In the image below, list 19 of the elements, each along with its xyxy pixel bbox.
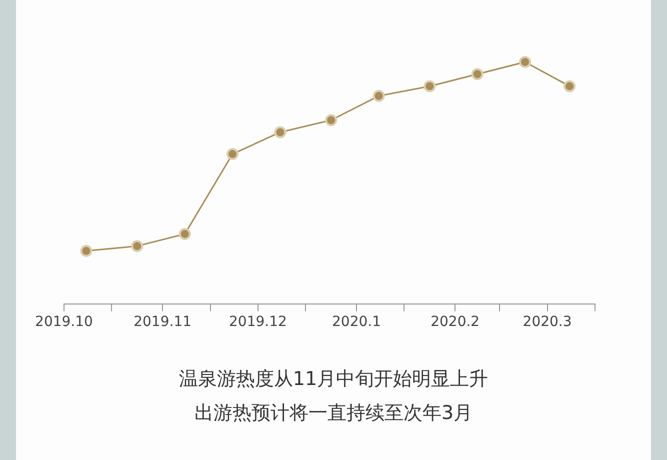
x-tick-label: 2020.1 [332,314,382,330]
point [274,126,286,138]
point [564,80,576,92]
point [372,90,385,102]
point [131,240,144,252]
point [226,148,239,160]
point [178,228,191,240]
x-tick-label: 2020.3 [522,314,572,330]
point [471,68,484,80]
point [424,80,436,92]
x-tick-label: 2019.10 [35,314,93,330]
point [325,114,338,126]
text: 出游热预计将一直持续至次年3月 [193,401,474,426]
point [80,244,92,257]
text: 温泉游热度从11月中旬开始明显上升 [178,367,490,392]
x-tick-label: 2019.11 [134,314,192,330]
x-tick-label: 2019.12 [229,314,287,330]
point [519,56,532,68]
x-tick-label: 2020.2 [430,314,480,330]
